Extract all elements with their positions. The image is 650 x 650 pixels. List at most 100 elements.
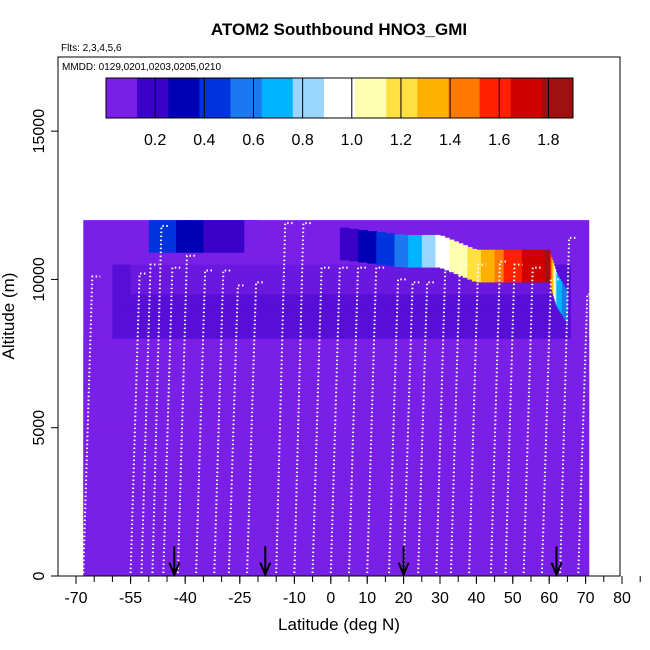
colorbar-tick-label: 0.8: [292, 132, 314, 149]
top-band-cell: [330, 226, 341, 260]
top-band-cell: [517, 249, 523, 283]
top-band-cell: [403, 234, 409, 268]
colorbar-cell: [323, 78, 356, 118]
top-band-cell: [526, 249, 532, 283]
heatmap-field: [83, 220, 590, 576]
top-band-cell: [358, 229, 368, 263]
top-band-cell: [512, 249, 518, 283]
top-band-cell: [560, 281, 563, 314]
top-band-cell: [276, 221, 286, 255]
top-band-cell: [339, 227, 350, 261]
y-tick-label: 5000: [31, 410, 48, 446]
top-band-cell: [408, 234, 414, 268]
top-band-cell: [490, 249, 496, 283]
top-band-cell: [421, 234, 427, 268]
colorbar-cell: [168, 78, 200, 118]
flight-profiles: [82, 222, 596, 574]
top-band-cell: [444, 237, 450, 271]
top-band-cell: [462, 245, 468, 278]
arrow-head: [168, 562, 181, 578]
top-band-cell: [508, 249, 514, 283]
x-tick-label: 10: [358, 590, 376, 607]
top-band-cell: [557, 276, 560, 310]
top-band-cell: [555, 272, 558, 305]
top-band-cell: [267, 221, 277, 254]
top-band-cell: [349, 228, 359, 262]
top-band-cell: [559, 279, 562, 312]
top-band-cell: [544, 249, 550, 283]
top-band-cell: [563, 285, 566, 319]
y-axis: 0 5000 10000 15000: [31, 109, 58, 580]
colorbar-cell: [386, 78, 418, 118]
top-band-cell: [556, 274, 559, 308]
flight-profile: [504, 263, 523, 574]
top-band-cell: [312, 224, 323, 258]
flight-profile: [468, 263, 487, 574]
top-band-cell: [521, 249, 528, 283]
flight-profile: [293, 222, 312, 574]
colorbar-cell: [292, 78, 325, 118]
x-tick-label: -40: [174, 590, 197, 607]
colorbar-cell: [106, 78, 138, 118]
top-band-cell: [148, 220, 164, 253]
top-band-cell: [551, 257, 553, 290]
top-band-cell: [535, 249, 541, 283]
profile-arrows: [168, 546, 563, 578]
top-band-cell: [480, 249, 487, 283]
x-tick-label: -55: [119, 590, 142, 607]
top-band-cell: [566, 290, 568, 323]
top-band-cell: [294, 223, 305, 257]
top-band-cell: [162, 220, 177, 253]
colorbar-tick-label: 0.4: [193, 132, 215, 149]
colorbar-cell: [448, 78, 481, 118]
flight-profile: [82, 275, 101, 574]
colorbar-cell: [230, 78, 263, 118]
flight-profile: [213, 269, 232, 574]
flight-profile: [176, 254, 195, 574]
top-band-cell: [485, 249, 491, 283]
y-tick-label: 15000: [31, 109, 48, 154]
chart-title: ATOM2 Southbound HNO3_GMI: [211, 20, 467, 39]
top-band-cell: [385, 233, 396, 266]
flight-profile: [417, 281, 436, 574]
flight-profile: [435, 263, 454, 574]
x-tick-label: 0: [326, 590, 335, 607]
top-band-cell: [471, 248, 477, 282]
top-band-cell: [285, 222, 295, 256]
x-tick-label: -25: [228, 590, 251, 607]
x-tick-label: 80: [613, 590, 631, 607]
colorbar-tick-label: 1.6: [488, 132, 510, 149]
top-band-cell: [417, 234, 423, 268]
top-band-cell: [561, 283, 564, 317]
flight-profile: [449, 263, 468, 574]
top-band-cell: [458, 243, 464, 276]
colorbar: 0.2 0.4 0.6 0.8 1.0 1.2 1.4 1.6 1.8: [105, 77, 574, 149]
flight-profile: [246, 281, 265, 574]
colorbar-cell: [541, 78, 574, 118]
top-band-cell: [367, 231, 377, 264]
top-band-cell: [549, 251, 551, 284]
top-band-cell: [550, 254, 552, 287]
top-band-cell: [394, 234, 405, 268]
top-band-cell: [230, 220, 245, 253]
flight-profile: [140, 263, 159, 574]
flight-profile: [489, 260, 508, 574]
flight-profile: [227, 284, 246, 574]
x-axis-label: Latitude (deg N): [278, 615, 400, 634]
x-tick-label: -70: [64, 590, 87, 607]
arrow-head: [550, 562, 563, 578]
top-band-cell: [494, 249, 500, 283]
top-band-cell: [449, 239, 455, 273]
colorbar-cell: [355, 78, 387, 118]
top-band-cell: [540, 249, 546, 283]
x-tick-label: 40: [468, 590, 486, 607]
flight-profile: [195, 269, 214, 574]
colorbar-tick-label: 1.0: [341, 132, 363, 149]
top-band-cell: [499, 249, 505, 283]
top-band-cell: [321, 225, 332, 259]
top-band-cell: [503, 249, 509, 283]
flight-profile: [402, 281, 421, 574]
y-axis-label: Altitude (m): [0, 273, 18, 360]
top-band-cell: [303, 224, 314, 257]
